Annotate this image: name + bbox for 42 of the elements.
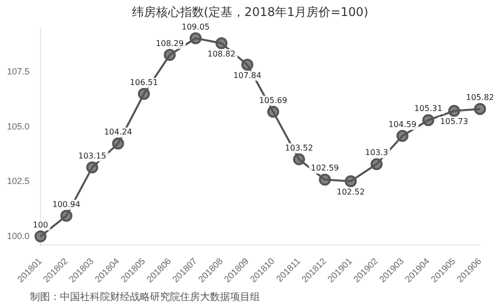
- data-label: 105.31: [414, 104, 442, 114]
- data-label: 104.59: [388, 120, 416, 129]
- y-tick-label: 105.0: [6, 121, 30, 132]
- point: [60, 210, 72, 222]
- point: [293, 153, 306, 166]
- point: [190, 32, 202, 44]
- data-label: 106.51: [130, 78, 158, 87]
- point: [344, 175, 357, 188]
- data-label: 103.52: [285, 143, 314, 152]
- chart-title: 纬房核心指数(定基，2018年1月房价=100): [130, 4, 370, 21]
- data-label: 103.3: [365, 148, 388, 158]
- point: [370, 158, 383, 170]
- point: [164, 48, 176, 61]
- point: [86, 161, 98, 174]
- data-label: 100.94: [52, 200, 80, 209]
- data-label: 102.52: [336, 187, 365, 196]
- data-label: 109.05: [182, 22, 210, 32]
- point: [138, 88, 150, 100]
- data-label: 108.82: [207, 49, 236, 58]
- data-label: 104.24: [104, 128, 132, 137]
- text: 制图：中国社科院财经战略研究院住房大数据项目组: [30, 290, 260, 304]
- point: [112, 138, 124, 150]
- y-tick-label: 102.5: [6, 176, 30, 186]
- point: [241, 58, 254, 71]
- point: [448, 104, 460, 117]
- point: [318, 174, 331, 186]
- data-label: 100: [32, 220, 48, 230]
- data-label: 103.15: [78, 151, 106, 160]
- data-label: 105.69: [259, 96, 288, 105]
- data-label: 105.82: [466, 93, 494, 102]
- point: [34, 230, 47, 242]
- data-label: 108.29: [156, 38, 184, 48]
- y-tick-label: 107.5: [6, 66, 30, 77]
- point: [215, 37, 228, 50]
- data-label: 107.84: [233, 70, 262, 80]
- point: [267, 106, 280, 118]
- point: [396, 130, 408, 142]
- y-tick-label: 100.0: [6, 230, 30, 241]
- data-label: 102.59: [310, 164, 339, 173]
- data-label: 105.73: [440, 117, 468, 126]
- point: [474, 102, 486, 115]
- point: [422, 114, 434, 126]
